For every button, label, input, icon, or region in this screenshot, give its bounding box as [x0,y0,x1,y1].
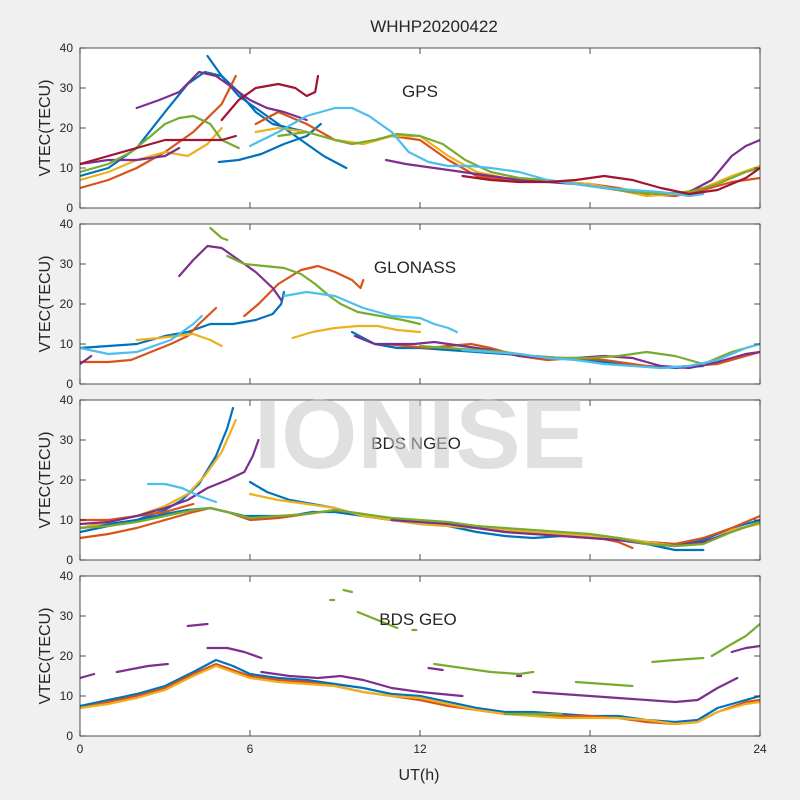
series-line [710,622,760,658]
series-line [282,290,458,334]
series-line [186,622,209,628]
series-line [427,666,444,672]
series-group [80,54,760,198]
series-line [730,644,760,654]
series-line [220,74,320,122]
x-tick-label: 24 [753,742,767,756]
y-tick-label: 20 [60,297,74,311]
series-line [80,314,203,356]
y-tick-label: 30 [60,433,74,447]
series-line [206,54,348,170]
series-line [461,342,760,370]
y-tick-label: 30 [60,257,74,271]
series-group [80,406,760,552]
plot-area [80,48,760,208]
y-tick-label: 40 [60,41,74,55]
plot-area [80,224,760,384]
series-line [80,290,286,350]
series-line [80,126,223,182]
series-line [461,166,760,196]
series-line [217,122,322,164]
plot-area [80,576,760,736]
y-axis-label: VTEC(TECU) [37,608,54,705]
panel-glonass: 0 10 20 30 40 VTEC(TECU) GLONASS [37,217,761,391]
x-tick-label: 18 [583,742,597,756]
x-tick-label: 12 [413,742,427,756]
series-group [80,226,760,370]
series-line [80,672,96,680]
y-axis-label: VTEC(TECU) [37,432,54,529]
y-tick-label: 20 [60,473,74,487]
series-line [146,482,218,504]
series-line [243,264,365,318]
panel-label: GLONASS [374,258,456,277]
series-line [356,610,399,630]
y-tick-label: 40 [60,393,74,407]
y-tick-label: 0 [66,377,73,391]
series-group [80,588,760,726]
y-tick-label: 0 [66,729,73,743]
x-axis-label: UT(h) [399,767,440,784]
y-tick-label: 10 [60,513,74,527]
series-line [80,658,760,724]
y-tick-label: 30 [60,609,74,623]
series-line [135,332,223,348]
series-line [80,438,260,526]
series-line [342,588,354,594]
series-line [80,134,237,166]
series-line [260,670,464,698]
y-tick-label: 20 [60,121,74,135]
series-line [433,662,535,676]
series-line [80,506,760,548]
series-line [390,518,760,548]
series-line [291,324,422,340]
series-line [651,656,705,664]
panel-bds-geo: 0 10 20 30 40 0 6 12 18 24 VTEC(TECU) BDS GEO [37,569,767,756]
series-line [80,306,218,364]
y-axis-label: VTEC(TECU) [37,256,54,353]
series-line [80,146,181,166]
y-tick-label: 10 [60,689,74,703]
y-tick-label: 0 [66,201,73,215]
chart-panels: 0 10 20 30 40 VTEC(TECU) GPS 0 10 20 30 40 VTEC(TECU… [37,41,767,756]
y-tick-label: 0 [66,553,73,567]
series-line [226,254,422,326]
series-line [80,354,93,366]
y-tick-label: 20 [60,649,74,663]
panel-gps: 0 10 20 30 40 VTEC(TECU) GPS [37,41,761,215]
series-line [80,664,760,726]
y-tick-label: 40 [60,569,74,583]
watermark: IONISE [254,379,586,489]
y-tick-label: 30 [60,81,74,95]
series-line [209,226,229,242]
panel-label: BDS GEO [379,610,456,629]
panel-label: BDS NGEO [371,434,461,453]
series-line [135,70,308,122]
y-tick-label: 10 [60,161,74,175]
series-line [574,680,634,688]
x-tick-label: 6 [247,742,254,756]
y-axis-label: VTEC(TECU) [37,80,54,177]
series-line [206,646,263,660]
y-tick-label: 40 [60,217,74,231]
y-tick-label: 10 [60,337,74,351]
series-line [80,114,240,174]
x-tick-label: 0 [77,742,84,756]
series-line [178,244,283,302]
panel-label: GPS [402,82,438,101]
panel-bds-ngeo: 0 10 20 30 40 VTEC(TECU) BDS NGEO [37,393,761,567]
series-line [115,662,169,674]
plot-area [80,400,760,560]
series-line [248,106,705,198]
series-line [532,676,739,704]
chart-title: WHHP20200422 [370,17,498,36]
